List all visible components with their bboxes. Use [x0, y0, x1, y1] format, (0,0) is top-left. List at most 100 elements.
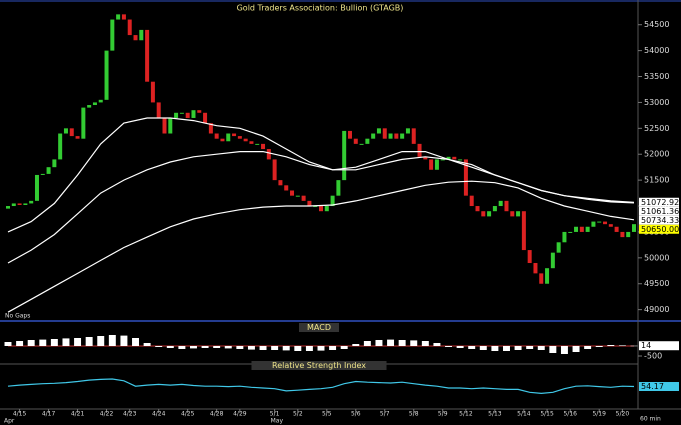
macd-bar — [549, 346, 557, 353]
macd-bar — [271, 346, 279, 350]
candle-body — [185, 112, 190, 118]
candle-body — [174, 112, 179, 118]
candle-body — [614, 226, 619, 232]
macd-bar — [479, 346, 487, 350]
candle-body — [307, 200, 312, 207]
candle-body — [110, 19, 115, 51]
candle-body — [40, 173, 45, 175]
chart-title: Gold Traders Association: Bullion (GTAGB… — [237, 4, 404, 13]
candle-body — [150, 81, 155, 103]
macd-bar — [85, 337, 93, 346]
x-tick-label: 5/13 — [488, 411, 502, 418]
macd-bar — [236, 346, 244, 349]
x-tick-label: 4/25 — [181, 411, 195, 418]
macd-bar — [120, 335, 128, 346]
x-tick-label: 5/1 — [270, 411, 280, 418]
macd-bar — [27, 340, 35, 346]
candle-body — [156, 102, 161, 118]
candle-body — [301, 195, 306, 201]
candle-body — [58, 133, 63, 160]
price-marker — [639, 381, 679, 391]
candle-body — [417, 143, 422, 157]
candle-body — [98, 99, 103, 103]
price-marker-label: 14 — [641, 341, 651, 350]
price-marker — [639, 341, 679, 351]
macd-bar — [618, 345, 626, 346]
candle-body — [347, 130, 352, 139]
x-tick-label: 4/23 — [123, 411, 137, 418]
panel-title: Relative Strength Index — [272, 361, 366, 370]
candle-body — [104, 50, 109, 100]
x-tick-label: 4/15 — [13, 411, 27, 418]
moving-average — [7, 180, 635, 313]
candle-body — [203, 112, 208, 124]
timeframe: 60 min — [640, 416, 661, 423]
candle-body — [168, 117, 173, 134]
candle-body — [487, 211, 492, 217]
x-tick-label: 5/20 — [616, 411, 630, 418]
x-tick-label: 4/28 — [210, 411, 224, 418]
x-tick-label: 5/12 — [459, 411, 473, 418]
candle-body — [313, 206, 318, 208]
macd-bar — [421, 341, 429, 346]
macd-bar — [155, 346, 163, 347]
x-tick-label: 4/24 — [152, 411, 166, 418]
candle-body — [591, 221, 596, 227]
price-marker-label: 50734.33 — [641, 216, 679, 225]
candle-body — [330, 195, 335, 207]
price-marker — [639, 215, 679, 225]
candle-body — [481, 211, 486, 217]
candle-body — [434, 159, 439, 170]
candle-body — [232, 133, 237, 137]
candle-body — [237, 136, 242, 139]
macd-bar — [514, 346, 522, 350]
y-tick-label: 52000 — [644, 150, 669, 159]
macd-bar — [166, 346, 174, 348]
candle-body — [626, 231, 631, 238]
candle-body — [278, 180, 283, 186]
candle-body — [34, 174, 39, 201]
y-tick-label: 50000 — [644, 253, 669, 262]
price-marker-label: 50650.00 — [641, 225, 679, 234]
candle-body — [342, 130, 347, 181]
candle-body — [324, 206, 329, 212]
candle-body — [272, 159, 277, 181]
candle-body — [133, 35, 138, 41]
macd-bar — [526, 346, 534, 349]
moving-average — [7, 151, 635, 264]
candle-body — [475, 206, 480, 212]
candle-body — [81, 107, 86, 139]
candle-body — [121, 14, 126, 20]
macd-bar — [363, 341, 371, 346]
candle-body — [87, 105, 92, 108]
candle-body — [75, 136, 80, 139]
macd-bar — [62, 338, 70, 346]
candle-body — [388, 133, 393, 139]
x-tick-label: 5/6 — [351, 411, 361, 418]
macd-bar — [537, 346, 545, 350]
candle-body — [336, 180, 341, 196]
candle-body — [556, 242, 561, 253]
candle-body — [463, 159, 468, 196]
candle-body — [249, 141, 254, 144]
y-tick-label: 53500 — [644, 72, 669, 81]
price-marker — [639, 224, 679, 234]
candle-body — [394, 133, 399, 139]
macd-bar — [4, 342, 12, 346]
price-marker-label: 51072.92 — [641, 198, 679, 207]
price-marker — [639, 206, 679, 216]
macd-bar — [456, 346, 464, 348]
candle-body — [510, 211, 515, 217]
candle-body — [359, 143, 364, 145]
macd-bar — [259, 346, 267, 350]
rsi-line — [7, 378, 635, 395]
macd-bar — [572, 346, 580, 352]
candle-body — [545, 268, 550, 284]
candle-body — [220, 138, 225, 142]
y-tick-label: 53000 — [644, 98, 669, 107]
candle-body — [516, 211, 521, 217]
candle-body — [579, 226, 584, 232]
macd-bar — [178, 346, 186, 349]
macd-bar — [491, 346, 499, 351]
macd-bar — [224, 346, 232, 349]
